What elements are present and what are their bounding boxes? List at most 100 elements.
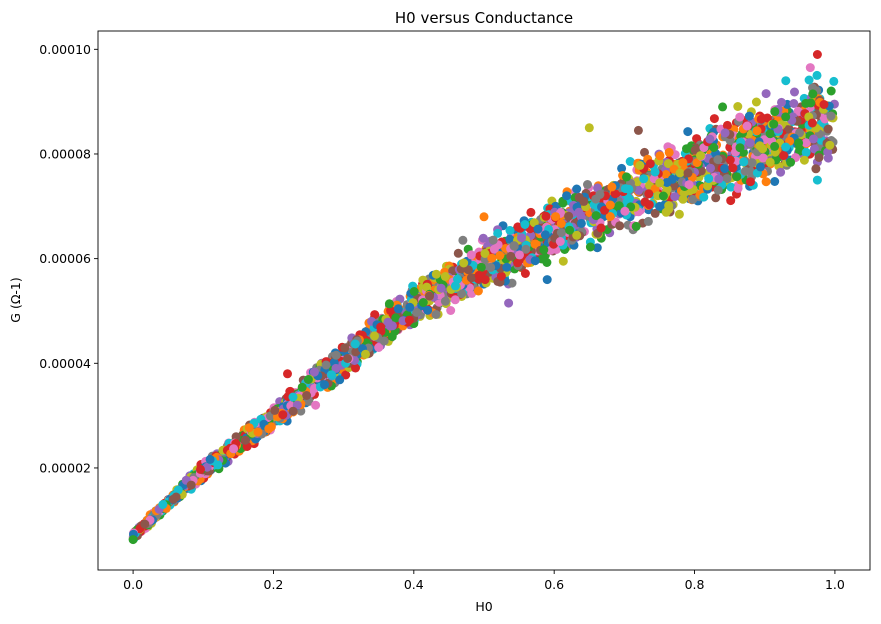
scatter-point: [661, 170, 671, 179]
scatter-point: [168, 494, 178, 504]
scatter-point: [699, 192, 709, 202]
scatter-point: [488, 235, 498, 245]
scatter-point: [795, 146, 804, 156]
scatter-point: [264, 424, 274, 434]
scatter-point: [809, 144, 819, 154]
scatter-point: [728, 163, 738, 173]
scatter-point: [674, 209, 684, 219]
scatter-point: [541, 211, 551, 221]
y-axis: 0.00002 0.00004 0.00006 0.00008 0.00010: [39, 42, 98, 475]
scatter-point: [480, 249, 490, 258]
y-tick-label: 0.00010: [39, 42, 91, 57]
scatter-point: [696, 151, 705, 161]
scatter-point: [386, 306, 396, 316]
scatter-point: [409, 287, 419, 296]
scatter-point: [620, 184, 630, 194]
scatter-point: [229, 444, 239, 454]
scatter-point: [453, 248, 463, 258]
scatter-point: [540, 230, 550, 240]
scatter-point: [675, 168, 685, 178]
scatter-point: [521, 244, 531, 254]
scatter-point: [745, 138, 755, 148]
scatter-point: [515, 250, 524, 260]
x-tick-label: 0.8: [685, 577, 705, 592]
scatter-point: [725, 155, 735, 165]
scatter-point: [405, 302, 415, 312]
scatter-point: [474, 270, 484, 280]
scatter-point: [505, 226, 515, 235]
scatter-point: [487, 253, 497, 263]
scatter-point: [331, 363, 341, 373]
scatter-point: [327, 370, 336, 380]
scatter-point: [564, 211, 574, 221]
scatter-point: [140, 519, 150, 529]
scatter-point: [288, 392, 298, 402]
scatter-point: [714, 174, 724, 184]
scatter-point: [823, 147, 833, 157]
scatter-point: [720, 164, 730, 174]
scatter-point: [747, 158, 757, 168]
scatter-point: [801, 147, 811, 157]
scatter-point: [495, 251, 505, 260]
scatter-point: [770, 107, 780, 117]
scatter-point: [331, 350, 341, 360]
scatter-point: [576, 218, 586, 228]
scatter-point: [658, 191, 668, 201]
scatter-point: [341, 370, 351, 380]
scatter-point: [744, 111, 754, 121]
scatter-point: [297, 382, 307, 392]
scatter-point: [720, 128, 730, 138]
scatter-point: [502, 262, 512, 272]
scatter-point: [726, 182, 736, 192]
scatter-point: [440, 296, 450, 306]
scatter-point: [205, 454, 215, 464]
scatter-point: [493, 228, 503, 238]
scatter-point: [393, 304, 403, 314]
scatter-point: [425, 291, 434, 301]
scatter-point: [556, 219, 566, 228]
scatter-point: [321, 360, 331, 370]
scatter-point: [722, 120, 732, 130]
scatter-point: [370, 310, 380, 320]
scatter-point: [555, 237, 565, 246]
scatter-point: [600, 205, 609, 215]
y-tick-label: 0.00004: [39, 356, 91, 371]
scatter-point: [622, 172, 631, 182]
scatter-point: [811, 164, 821, 174]
scatter-point: [777, 97, 786, 107]
scatter-point: [746, 177, 755, 187]
y-axis-label: G (Ω-1): [8, 277, 23, 322]
scatter-point: [804, 75, 814, 85]
scatter-point: [591, 211, 601, 221]
scatter-point: [565, 225, 575, 235]
scatter-point: [383, 317, 393, 327]
scatter-point: [644, 189, 654, 199]
scatter-point: [758, 144, 768, 154]
scatter-point: [213, 460, 223, 470]
scatter-point: [635, 160, 645, 170]
scatter-point: [711, 193, 721, 203]
scatter-point: [684, 180, 694, 190]
scatter-point: [704, 174, 714, 184]
scatter-point: [664, 201, 674, 210]
scatter-point: [829, 76, 839, 86]
scatter-point: [350, 339, 360, 349]
scatter-point: [756, 114, 766, 124]
scatter-point: [309, 367, 319, 377]
scatter-point: [431, 269, 441, 279]
scatter-point: [463, 265, 473, 275]
scatter-point: [752, 126, 762, 136]
scatter-point: [620, 206, 630, 216]
scatter-point: [678, 194, 688, 204]
scatter-point: [610, 189, 620, 199]
scatter-point: [311, 400, 321, 410]
scatter-point: [584, 123, 594, 133]
scatter-point: [607, 182, 617, 192]
scatter-point: [814, 153, 824, 162]
scatter-points: [128, 50, 839, 545]
scatter-point: [283, 369, 292, 379]
x-axis: 0.0 0.2 0.4 0.6 0.8 1.0: [123, 570, 845, 592]
y-tick-label: 0.00006: [39, 251, 91, 266]
scatter-point: [253, 427, 263, 437]
